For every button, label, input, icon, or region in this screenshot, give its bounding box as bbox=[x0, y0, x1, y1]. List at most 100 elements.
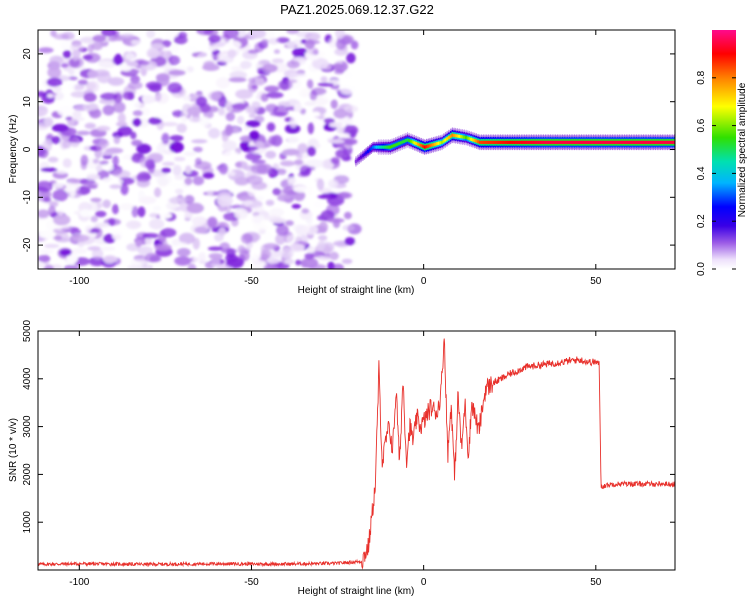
ridge-cell bbox=[607, 140, 611, 145]
noise-blob bbox=[286, 60, 300, 69]
ridge-cell bbox=[661, 140, 664, 145]
noise-blob bbox=[62, 140, 72, 149]
noise-blob bbox=[119, 65, 132, 72]
noise-blob bbox=[300, 257, 319, 269]
noise-blob bbox=[156, 143, 166, 154]
noise-blob bbox=[161, 133, 170, 145]
noise-blob bbox=[112, 170, 131, 179]
noise-blob bbox=[130, 131, 137, 140]
noise-blob bbox=[84, 122, 97, 129]
noise-blob bbox=[332, 263, 344, 269]
noise-blob bbox=[149, 213, 159, 218]
noise-blob bbox=[53, 235, 63, 240]
noise-blob bbox=[169, 196, 188, 205]
noise-blob bbox=[92, 34, 107, 43]
noise-blob bbox=[297, 143, 308, 154]
ridge-cell bbox=[657, 140, 661, 145]
noise-blob bbox=[91, 42, 103, 51]
noise-blob bbox=[138, 190, 145, 200]
ridge-cell bbox=[566, 140, 569, 145]
noise-blob bbox=[332, 63, 345, 70]
noise-blob bbox=[229, 188, 242, 194]
ridge-cell bbox=[623, 140, 626, 145]
noise-blob bbox=[79, 209, 92, 218]
ridge-cell bbox=[654, 140, 657, 145]
y-tick-label: -10 bbox=[22, 190, 33, 205]
noise-blob bbox=[328, 122, 343, 128]
noise-blob bbox=[155, 174, 173, 185]
ridge-cell bbox=[496, 140, 499, 145]
noise-blob bbox=[39, 249, 54, 254]
noise-blob bbox=[309, 90, 318, 101]
noise-blob bbox=[68, 56, 84, 69]
ridge-cell bbox=[551, 140, 554, 145]
noise-blob bbox=[344, 70, 354, 81]
noise-blob bbox=[330, 99, 338, 109]
noise-blob bbox=[266, 122, 276, 132]
noise-blob bbox=[207, 246, 223, 251]
noise-blob bbox=[249, 130, 260, 141]
noise-blob bbox=[306, 216, 313, 225]
noise-blob bbox=[144, 159, 156, 170]
noise-blob bbox=[38, 261, 45, 269]
noise-blob bbox=[271, 58, 284, 64]
ridge-cell bbox=[482, 140, 485, 145]
noise-blob bbox=[272, 187, 281, 196]
noise-blob bbox=[175, 188, 184, 195]
noise-blob bbox=[326, 203, 340, 216]
ridge-cell bbox=[645, 140, 648, 145]
x-tick-label: -50 bbox=[244, 276, 259, 287]
noise-blob bbox=[102, 164, 114, 171]
noise-blob bbox=[229, 71, 248, 80]
noise-blob bbox=[125, 52, 136, 60]
ridge-cell bbox=[483, 140, 487, 145]
noise-blob bbox=[130, 258, 145, 267]
noise-blob bbox=[298, 86, 311, 95]
noise-blob bbox=[86, 174, 101, 180]
noise-blob bbox=[292, 47, 308, 58]
noise-blob bbox=[174, 175, 185, 180]
noise-blob bbox=[88, 256, 106, 267]
noise-blob bbox=[46, 93, 54, 99]
noise-blob bbox=[343, 211, 352, 220]
noise-blob bbox=[72, 84, 85, 91]
ridge-cell bbox=[611, 140, 614, 145]
y-tick-label: -20 bbox=[22, 237, 33, 252]
y-tick-label: 0 bbox=[22, 146, 33, 152]
noise-blob bbox=[344, 105, 359, 113]
ridge-cell bbox=[588, 140, 592, 145]
noise-blob bbox=[248, 30, 266, 39]
ridge-cell bbox=[542, 140, 545, 145]
noise-blob bbox=[155, 113, 171, 120]
ridge-cell bbox=[561, 140, 564, 145]
noise-blob bbox=[225, 101, 233, 112]
ridge-cell bbox=[597, 140, 600, 145]
ridge-cell bbox=[530, 140, 533, 145]
noise-blob bbox=[53, 33, 70, 40]
noise-blob bbox=[52, 136, 61, 145]
noise-blob bbox=[77, 79, 89, 86]
ridge-cell bbox=[659, 140, 662, 145]
noise-blob bbox=[46, 77, 63, 87]
noise-blob bbox=[302, 150, 308, 163]
noise-blob bbox=[208, 253, 223, 260]
ridge-cell bbox=[604, 140, 607, 145]
noise-blob bbox=[251, 252, 259, 261]
colorbar: 0.0 0.2 0.4 0.6 0.8 Normalized spectral ampl… bbox=[696, 30, 748, 276]
snr-frame bbox=[37, 330, 676, 571]
snr-ticks: -100 -50 0 50 1000 2000 3000 4000 5000 bbox=[22, 319, 675, 588]
noise-blob bbox=[285, 220, 294, 226]
noise-blob bbox=[321, 159, 334, 171]
noise-blob bbox=[303, 224, 319, 235]
noise-blob bbox=[289, 243, 305, 252]
noise-blob bbox=[174, 256, 192, 266]
ridge-cell bbox=[578, 140, 581, 145]
noise-blob bbox=[218, 163, 229, 175]
x-tick-label: -100 bbox=[69, 276, 89, 287]
noise-blob bbox=[87, 70, 99, 79]
noise-blob bbox=[130, 75, 141, 84]
noise-blob bbox=[304, 32, 321, 41]
noise-blob bbox=[42, 139, 53, 150]
noise-blob bbox=[263, 243, 278, 250]
ridge-cell bbox=[525, 140, 528, 145]
